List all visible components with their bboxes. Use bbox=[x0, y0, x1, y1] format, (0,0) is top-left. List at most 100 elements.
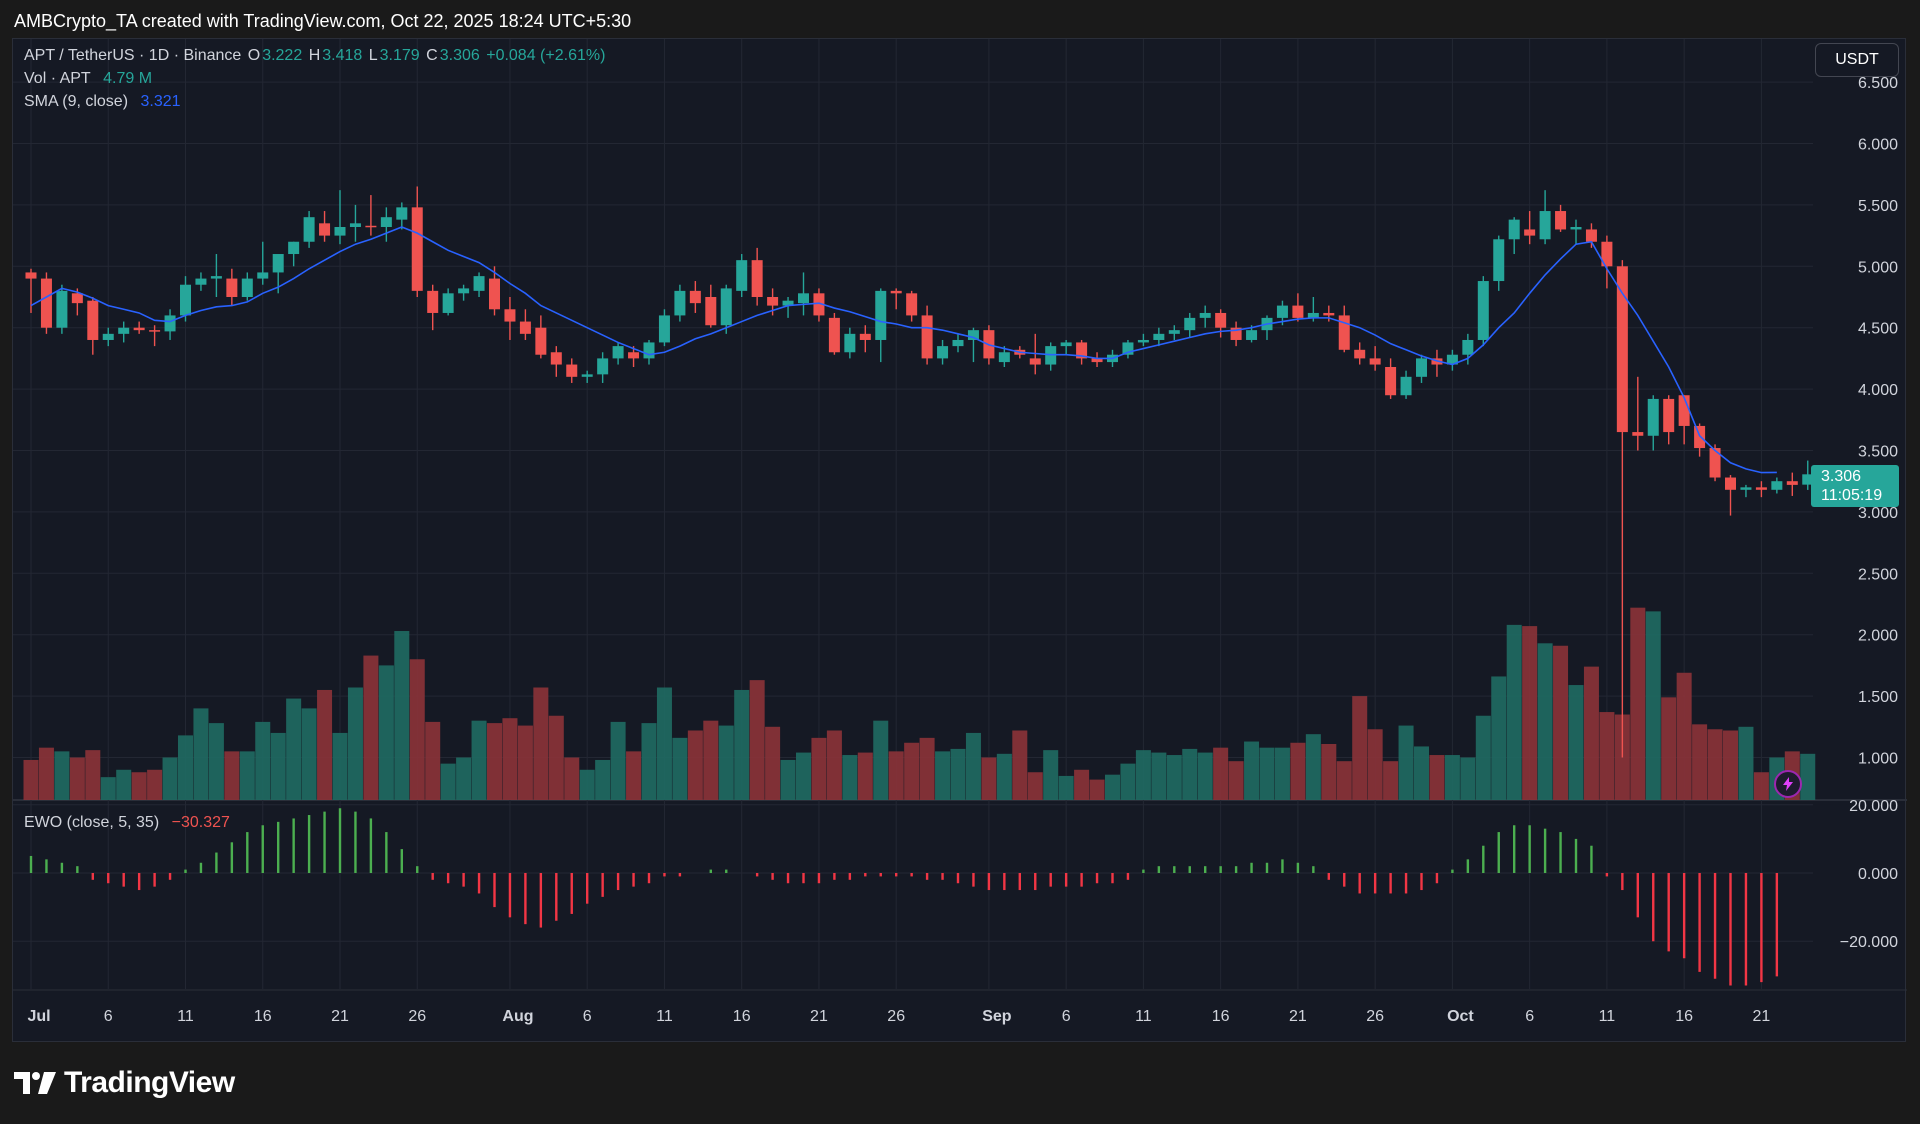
volume-bar bbox=[1043, 750, 1059, 800]
volume-bar bbox=[1692, 724, 1708, 800]
volume-bar bbox=[548, 715, 564, 800]
chart-attribution-bar: AMBCrypto_TA created with TradingView.co… bbox=[0, 0, 1920, 40]
volume-bar bbox=[162, 757, 178, 800]
volume-bar bbox=[1398, 725, 1414, 800]
tradingview-logo-text: TradingView bbox=[64, 1066, 235, 1099]
volume-bar bbox=[1012, 730, 1028, 800]
sma-legend: SMA (9, close) 3.321 bbox=[24, 93, 183, 111]
candle-body bbox=[1508, 219, 1520, 240]
candle-body bbox=[798, 293, 809, 304]
candle-body bbox=[1122, 342, 1134, 355]
volume-bar bbox=[935, 751, 951, 800]
candle-body bbox=[1230, 327, 1242, 340]
candle-body bbox=[489, 278, 500, 310]
candle-body bbox=[87, 300, 99, 340]
volume-bar bbox=[1135, 750, 1151, 800]
ewo-value: −30.327 bbox=[171, 814, 230, 831]
volume-bar bbox=[394, 631, 410, 800]
volume-bar bbox=[1120, 763, 1136, 800]
volume-bar bbox=[1367, 729, 1383, 800]
date-tick-label: Oct bbox=[1447, 1008, 1474, 1025]
candle-body bbox=[550, 352, 562, 365]
candle-body bbox=[967, 330, 979, 340]
volume-bar bbox=[502, 718, 518, 800]
volume-bar bbox=[965, 732, 981, 800]
volume-bar bbox=[409, 659, 425, 800]
candle-body bbox=[1153, 333, 1165, 340]
volume-bar bbox=[1305, 734, 1321, 800]
candle-body bbox=[906, 293, 918, 316]
candle-body bbox=[427, 290, 439, 313]
volume-bar bbox=[996, 753, 1012, 800]
volume-bar bbox=[178, 735, 193, 800]
candle-body bbox=[1709, 448, 1721, 478]
volume-bar bbox=[826, 730, 842, 800]
candle-body bbox=[349, 223, 361, 228]
volume-bar bbox=[147, 769, 163, 800]
price-tick-label: 6.000 bbox=[1858, 137, 1898, 154]
candle-body bbox=[1601, 241, 1613, 267]
price-tick-label: 3.000 bbox=[1858, 505, 1898, 522]
volume-bar bbox=[1228, 761, 1244, 800]
tradingview-logo-icon bbox=[14, 1072, 56, 1094]
candle-body bbox=[226, 278, 238, 297]
low-label: L bbox=[368, 47, 378, 64]
volume-bar bbox=[1661, 697, 1677, 800]
candle-body bbox=[998, 352, 1010, 363]
candle-body bbox=[890, 290, 902, 294]
volume-bar bbox=[610, 721, 626, 800]
volume-bar bbox=[38, 747, 54, 800]
volume-bar bbox=[1723, 730, 1738, 800]
candle-body bbox=[272, 254, 284, 273]
volume-bar bbox=[425, 721, 441, 800]
date-tick-label: Aug bbox=[502, 1008, 533, 1025]
date-tick-label: 11 bbox=[177, 1008, 194, 1025]
ewo-histogram bbox=[29, 808, 1779, 986]
candle-body bbox=[597, 358, 609, 375]
chart-canvas[interactable]: 6.500 6.000 5.500 5.000 4.500 4.000 3.500 3.000… bbox=[13, 39, 1907, 1043]
candle-body bbox=[1076, 342, 1088, 359]
date-tick-label: 11 bbox=[1135, 1008, 1152, 1025]
volume-bar bbox=[1213, 747, 1229, 800]
price-tick-label: 5.500 bbox=[1858, 198, 1898, 215]
candle-body bbox=[1616, 266, 1628, 433]
volume-bar bbox=[1753, 772, 1769, 800]
ewo-tick-label: −20.000 bbox=[1840, 934, 1898, 951]
volume-bar bbox=[734, 689, 750, 800]
low-value: 3.179 bbox=[379, 47, 420, 64]
tradingview-logo[interactable]: TradingView bbox=[14, 1066, 235, 1100]
symbol-legend: APT / TetherUS · 1D · Binance O 3.222 H 3.… bbox=[24, 47, 607, 65]
change-value: +0.084 (+2.61%) bbox=[486, 47, 606, 64]
volume-bar bbox=[1522, 626, 1538, 800]
candle-body bbox=[875, 290, 887, 340]
volume-bar bbox=[1197, 752, 1213, 800]
volume-bar bbox=[1553, 645, 1569, 800]
volume-bar bbox=[1383, 761, 1399, 800]
candle-body bbox=[442, 293, 454, 313]
candle-body bbox=[581, 374, 593, 377]
volume-bars bbox=[23, 607, 1816, 800]
date-tick-label: 21 bbox=[1753, 1008, 1771, 1025]
candle-body bbox=[1168, 330, 1180, 334]
candle-body bbox=[319, 223, 331, 236]
volume-bar bbox=[1244, 741, 1260, 800]
candle-body bbox=[658, 315, 670, 343]
volume-bar bbox=[687, 730, 703, 800]
candle-body bbox=[288, 241, 300, 255]
date-tick-label: Sep bbox=[982, 1008, 1012, 1025]
volume-bar bbox=[517, 725, 533, 800]
candle-body bbox=[643, 342, 655, 359]
volume-bar bbox=[1475, 715, 1491, 800]
candle-body bbox=[1647, 398, 1659, 436]
candle-body bbox=[921, 315, 933, 359]
volume-bar bbox=[100, 777, 116, 800]
volume-bar bbox=[255, 721, 271, 800]
currency-button[interactable]: USDT bbox=[1815, 43, 1899, 77]
candle-body bbox=[56, 290, 68, 328]
chart-frame[interactable]: 6.500 6.000 5.500 5.000 4.500 4.000 3.500 3.000… bbox=[12, 38, 1907, 1043]
lightning-icon[interactable] bbox=[1774, 770, 1802, 798]
volume-bar bbox=[1414, 746, 1429, 800]
date-tick-label: 16 bbox=[1212, 1008, 1230, 1025]
volume-bar bbox=[1506, 624, 1522, 800]
date-tick-label: 21 bbox=[331, 1008, 349, 1025]
